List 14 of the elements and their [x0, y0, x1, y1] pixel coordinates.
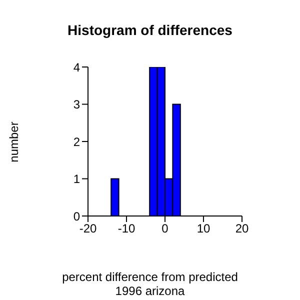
- x-tick-label: -20: [79, 222, 97, 236]
- x-tick-label: -10: [118, 222, 136, 236]
- y-tick-label: 0: [73, 209, 80, 224]
- y-tick-label: 3: [73, 98, 80, 112]
- x-axis-title: percent difference from predicted: [61, 270, 239, 284]
- y-tick-label: 4: [73, 60, 80, 74]
- y-axis-title: number: [7, 122, 21, 162]
- y-tick-label: 2: [73, 134, 80, 149]
- x-tick-label: 0: [162, 222, 169, 236]
- chart-title: Histogram of differences: [66, 22, 234, 38]
- y-tick-label: 1: [73, 172, 80, 186]
- x-tick-label: 10: [196, 222, 210, 236]
- x-tick-label: 20: [235, 222, 249, 236]
- text: 1996 arizona: [114, 284, 186, 298]
